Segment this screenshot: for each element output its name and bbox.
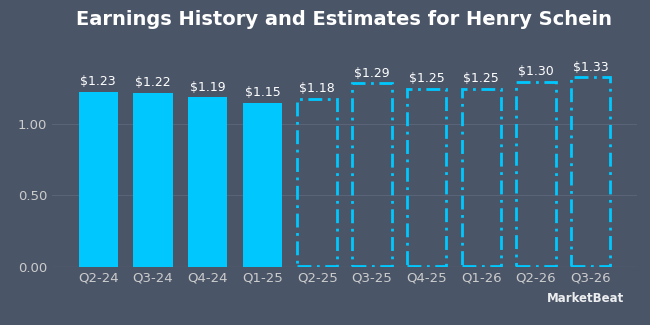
Text: $1.18: $1.18 [299,82,335,95]
Bar [407,89,447,266]
Text: $1.33: $1.33 [573,61,608,74]
Text: $1.30: $1.30 [518,65,554,78]
Title: Earnings History and Estimates for Henry Schein: Earnings History and Estimates for Henry… [77,10,612,29]
Bar [188,97,228,266]
Bar [352,83,391,266]
Text: MarketBeat: MarketBeat [547,292,624,306]
Bar [516,82,556,266]
Bar [242,103,282,266]
Text: $1.29: $1.29 [354,67,389,80]
Text: $1.25: $1.25 [409,72,445,85]
Bar [462,89,501,266]
Bar [571,77,610,266]
Text: $1.23: $1.23 [81,75,116,88]
Bar [298,99,337,266]
Bar [79,92,118,266]
Text: $1.22: $1.22 [135,76,171,89]
Text: $1.19: $1.19 [190,81,226,94]
Text: $1.25: $1.25 [463,72,499,85]
Bar [133,93,173,266]
Text: $1.15: $1.15 [244,86,280,99]
